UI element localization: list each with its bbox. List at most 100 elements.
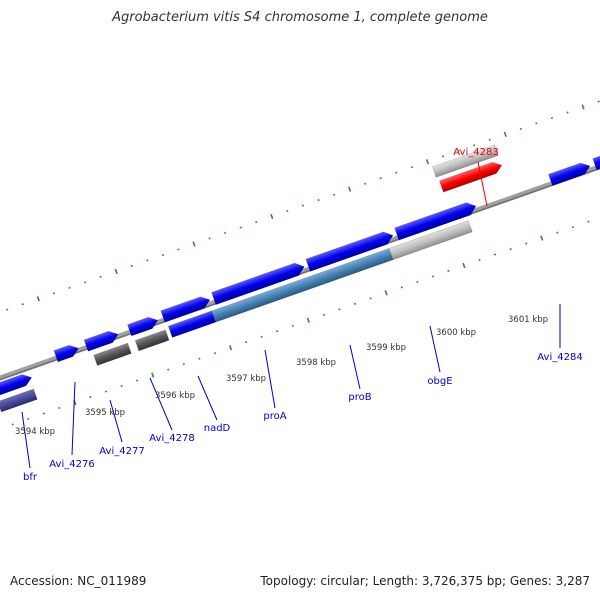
- inner-tick: [478, 258, 481, 262]
- outer-tick: [161, 253, 164, 256]
- inner-tick: [104, 390, 108, 393]
- scale-label: 3595 kbp: [85, 408, 125, 418]
- scale-label: 3596 kbp: [155, 391, 195, 401]
- scale-label: 3599 kbp: [366, 343, 406, 353]
- gene-label: nadD: [204, 423, 231, 434]
- outer-tick: [224, 231, 227, 235]
- outer-tick: [317, 199, 320, 202]
- scale-label: 3597 kbp: [226, 374, 266, 384]
- leader-line: [477, 161, 488, 207]
- label-leader-lines: [21, 161, 561, 469]
- outer-tick: [208, 237, 211, 240]
- gene-obge-upper: [394, 202, 477, 241]
- inner-tick: [291, 324, 294, 327]
- outer-tick: [425, 159, 430, 165]
- outer-tick: [457, 149, 460, 152]
- scale-labels: 3594 kbp 3595 kbp 3596 kbp 3597 kbp 3598 kbp…: [15, 315, 548, 437]
- gene-avi-4285: [592, 141, 600, 171]
- outer-tick: [395, 171, 398, 174]
- inner-tick-ring: [11, 220, 590, 426]
- accession-text: Accession: NC_011989: [10, 574, 147, 588]
- inner-tick: [182, 363, 185, 366]
- outer-tick: [270, 213, 274, 220]
- outer-tick: [286, 210, 289, 213]
- inner-tick: [228, 345, 233, 351]
- outer-tick: [473, 144, 476, 147]
- leader-line: [109, 399, 123, 443]
- outer-tick: [332, 193, 336, 196]
- outer-tick: [36, 296, 40, 302]
- inner-tick: [306, 317, 310, 323]
- gene-avi-4283: [439, 161, 503, 193]
- outer-tick: [379, 177, 382, 180]
- feature-obge: [388, 220, 473, 261]
- outer-tick: [130, 264, 133, 267]
- outer-tick: [581, 104, 585, 110]
- inner-tick: [167, 368, 170, 371]
- gene-label: obgE: [427, 376, 452, 387]
- scale-label: 3594 kbp: [15, 427, 55, 437]
- inner-tick: [213, 352, 217, 355]
- inner-tick: [151, 372, 155, 378]
- inner-tick: [89, 395, 92, 399]
- gene-avi-4276: [53, 344, 79, 363]
- outer-tick: [99, 275, 102, 278]
- inner-tick: [525, 242, 528, 245]
- feature-avi-4278: [134, 329, 170, 352]
- inner-tick: [369, 297, 372, 300]
- inner-tick: [416, 280, 419, 283]
- inner-tick: [447, 269, 450, 273]
- inner-tick: [136, 379, 139, 382]
- inner-tick: [322, 313, 326, 316]
- feature-tracks: [0, 141, 600, 413]
- leader-line: [197, 375, 218, 421]
- leader-line: [429, 325, 441, 373]
- gene-label: Avi_4276: [49, 459, 94, 470]
- outer-tick: [239, 226, 242, 229]
- outer-tick: [68, 286, 71, 289]
- scale-label: 3600 kbp: [436, 328, 476, 338]
- outer-tick: [6, 308, 9, 311]
- inner-tick: [587, 220, 590, 223]
- leader-line: [21, 411, 31, 469]
- gene-bfr: [0, 374, 33, 397]
- feature-avi-4277: [93, 342, 132, 366]
- inner-tick: [260, 335, 263, 338]
- outer-tick: [597, 100, 600, 103]
- gene-label: proB: [348, 392, 371, 403]
- inner-tick: [400, 286, 403, 289]
- outer-tick: [503, 131, 507, 137]
- inner-tick: [353, 302, 357, 305]
- outer-tick: [410, 166, 413, 169]
- inner-tick: [27, 417, 30, 421]
- gene-proa-upper: [211, 262, 305, 305]
- gene-label: Avi_4284: [537, 352, 582, 363]
- inner-tick: [58, 406, 61, 410]
- gene-label: Avi_4277: [99, 446, 144, 457]
- inner-tick: [338, 308, 341, 311]
- inner-tick: [509, 248, 512, 251]
- inner-tick: [11, 423, 14, 426]
- outer-tick: [255, 220, 258, 224]
- outer-tick: [114, 268, 118, 274]
- outer-tick: [83, 281, 87, 284]
- inner-tick: [42, 412, 45, 415]
- scale-label: 3601 kbp: [508, 315, 548, 325]
- inner-tick: [462, 262, 466, 269]
- outer-tick: [146, 259, 149, 262]
- gene-avi-4277: [83, 330, 119, 352]
- gene-prob-upper: [305, 231, 394, 272]
- inner-tick: [556, 231, 559, 234]
- leader-line: [349, 344, 361, 390]
- gene-label: Avi_4283: [453, 147, 498, 158]
- inner-tick: [244, 341, 248, 344]
- outer-tick: [301, 204, 305, 207]
- gene-label: Avi_4278: [149, 433, 194, 444]
- gene-avi-4284: [548, 162, 591, 186]
- feature-avi-4283: [432, 144, 499, 178]
- outer-tick: [535, 122, 538, 125]
- outer-tick: [177, 248, 180, 251]
- inner-tick: [120, 385, 123, 388]
- outer-tick: [52, 292, 56, 295]
